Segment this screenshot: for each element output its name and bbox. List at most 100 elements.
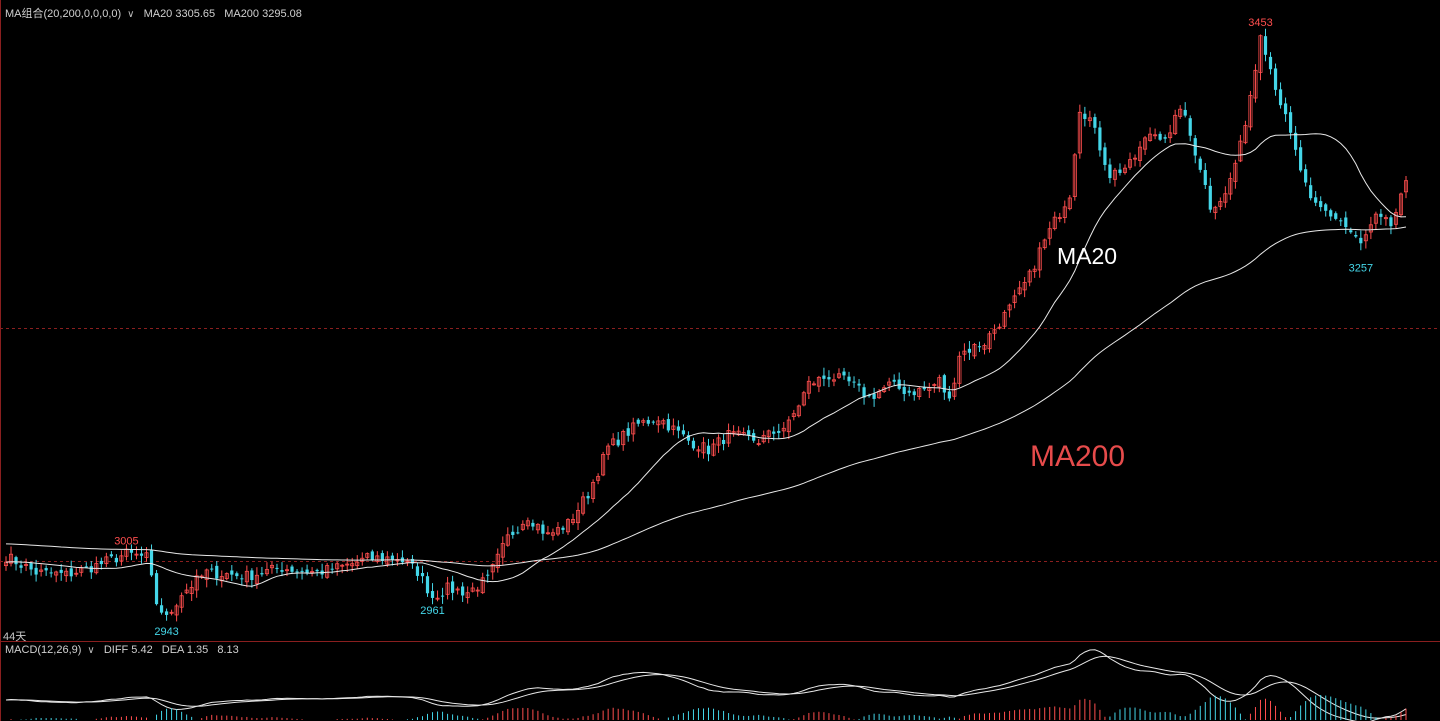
high-price-label: 3453 [1248, 17, 1272, 29]
candle-body [847, 376, 851, 382]
candle-body [806, 380, 811, 394]
left-low-price-label: 2943 [154, 626, 178, 638]
candle-body [902, 387, 906, 394]
candle-body [204, 569, 209, 580]
ma-indicator-label[interactable]: MA组合(20,200,0,0,0,0) [5, 8, 122, 20]
candle-body [706, 445, 711, 455]
candle-body [295, 571, 299, 573]
candle-body [210, 568, 214, 570]
candle-body [1133, 157, 1138, 160]
candle-body [24, 564, 29, 566]
candle-body [335, 563, 340, 570]
candle-body [997, 326, 1002, 329]
candle-body [516, 532, 520, 534]
candle-body [254, 574, 259, 584]
candle-body [264, 569, 269, 575]
candle-body [641, 420, 646, 423]
candle-body [9, 553, 14, 564]
candle-body [772, 431, 776, 434]
candle-body [380, 553, 384, 561]
candle-body [430, 591, 435, 598]
candle-body [19, 565, 23, 568]
chevron-down-icon[interactable]: ∨ [127, 9, 135, 20]
candle-body [109, 554, 113, 557]
candle-body [74, 572, 79, 575]
candle-body [1057, 217, 1062, 219]
candle-body [747, 430, 751, 436]
candle-body [1368, 224, 1373, 233]
candle-body [1178, 108, 1183, 117]
candle-body [1339, 220, 1343, 222]
candle-body [726, 430, 731, 444]
candle-body [244, 570, 249, 583]
moving-average-lines [5, 133, 1407, 587]
candle-body [260, 573, 264, 575]
candle-body [957, 355, 962, 384]
candle-body [1083, 113, 1087, 119]
candle-body [1153, 134, 1158, 137]
candle-body [189, 587, 194, 594]
candle-body [49, 572, 53, 574]
candle-body [1012, 295, 1017, 303]
candle-body [1118, 169, 1122, 173]
candle-body [420, 572, 425, 577]
candle-body [1404, 180, 1409, 193]
chevron-down-icon[interactable]: ∨ [87, 645, 95, 656]
candle-body [982, 345, 987, 350]
candle-body [119, 555, 124, 562]
candle-body [777, 430, 781, 433]
right-low-price-label: 3257 [1349, 263, 1373, 275]
candle-body [215, 565, 219, 579]
candle-body [310, 571, 315, 573]
candle-body [531, 522, 535, 527]
candle-body [1017, 287, 1022, 295]
candle-body [887, 381, 892, 386]
candle-body [992, 329, 997, 334]
candle-body [1198, 158, 1202, 170]
candle-body [385, 556, 390, 565]
macd-dea-value: DEA 1.35 [161, 644, 209, 656]
ma-header: MA组合(20,200,0,0,0,0) ∨ MA20 3305.65 MA200… [5, 5, 308, 21]
macd-indicator-label[interactable]: MACD(12,26,9) [5, 644, 82, 656]
candle-body [892, 379, 896, 382]
candle-body [465, 592, 470, 599]
candle-body [555, 527, 560, 535]
candle-body [912, 391, 916, 396]
ma20-value: MA20 3305.65 [143, 8, 216, 20]
candle-body [716, 437, 721, 446]
candle-body [44, 568, 48, 571]
candle-body [1263, 36, 1268, 55]
candle-body [1047, 228, 1052, 239]
candle-body [280, 570, 284, 572]
candle-body [54, 571, 59, 576]
candle-body [1389, 217, 1393, 227]
candle-body [671, 425, 676, 430]
candle-body [811, 383, 816, 386]
candle-body [520, 523, 525, 530]
candle-body [84, 566, 88, 568]
candle-body [686, 435, 691, 441]
candle-body [857, 383, 861, 386]
candle-body [1299, 147, 1303, 171]
candle-body [1062, 206, 1067, 218]
candle-body [596, 476, 601, 481]
candle-body [455, 588, 460, 591]
candle-body [340, 564, 345, 567]
candle-body [646, 419, 650, 424]
candle-body [250, 570, 254, 581]
candle-body [1238, 140, 1243, 162]
candle-body [230, 570, 234, 575]
candle-body [631, 422, 636, 435]
candle-body [1319, 201, 1323, 208]
candle-body [390, 555, 394, 560]
candle-body [370, 551, 374, 560]
candle-body [937, 377, 942, 388]
candle-body [1233, 162, 1238, 182]
candle-body [350, 563, 355, 567]
candle-body [486, 574, 490, 576]
candle-body [14, 557, 18, 565]
candle-body [1329, 210, 1333, 217]
candle-body [511, 531, 515, 535]
candle-body [1248, 95, 1253, 128]
